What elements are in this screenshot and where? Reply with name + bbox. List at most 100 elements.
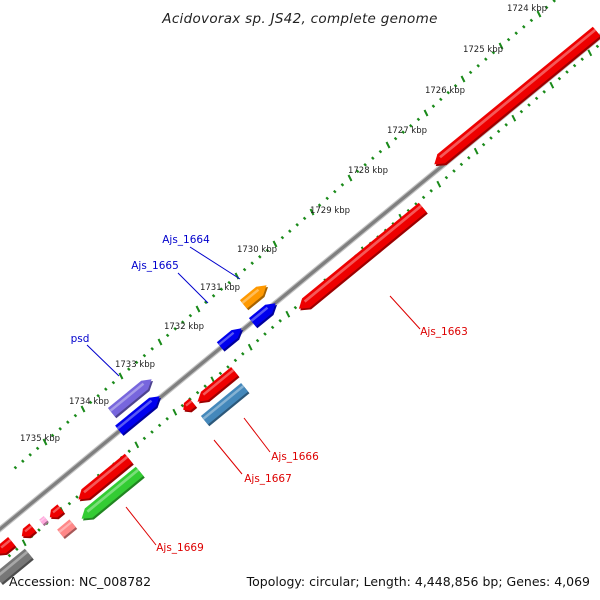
- inner-tick: [67, 501, 72, 506]
- outer-tick: [333, 189, 337, 194]
- tick-label: 1734 kbp: [69, 397, 109, 407]
- outer-tick: [460, 75, 466, 83]
- outer-tick: [58, 427, 62, 431]
- inner-tick: [195, 390, 200, 395]
- gene-feature-blue-small[interactable]: [216, 328, 243, 352]
- gene-feature-ajs-1663[interactable]: [298, 202, 428, 311]
- outer-tick: [340, 183, 345, 187]
- outer-tick: [35, 446, 40, 451]
- inner-tick: [489, 136, 493, 140]
- inner-tick: [557, 76, 562, 81]
- outer-tick: [250, 261, 254, 265]
- tick-label: 1727 kbp: [387, 126, 427, 136]
- outer-tick: [204, 300, 208, 305]
- tick-label: 1729 kbp: [310, 206, 350, 216]
- outer-tick: [165, 333, 170, 338]
- outer-tick: [506, 37, 511, 42]
- tick-label: 1728 kbp: [348, 166, 388, 176]
- gene-feature-ajs-1669[interactable]: [81, 466, 145, 521]
- gene-feature-red-edge[interactable]: [0, 537, 17, 556]
- inner-tick: [15, 547, 19, 551]
- inner-tick: [459, 162, 464, 167]
- outer-tick: [347, 174, 353, 182]
- outer-tick: [393, 136, 398, 141]
- gene-feature-ajs-1665[interactable]: [248, 303, 277, 329]
- inner-tick: [429, 189, 433, 193]
- outer-tick: [409, 124, 413, 128]
- gene-label[interactable]: psd: [71, 333, 90, 345]
- outer-tick: [453, 84, 458, 88]
- gene-feature-red-small-b[interactable]: [21, 523, 38, 539]
- gene-feature-grey[interactable]: [0, 548, 34, 585]
- gene-label[interactable]: Ajs_1665: [131, 260, 179, 272]
- inner-tick: [203, 384, 207, 388]
- tick-label-group: 1724 kbp 1725 kbp 1726 kbp 1727 kbp 1728 kbp…: [20, 4, 547, 444]
- outer-tick: [544, 5, 549, 10]
- tick-label: 1731 kbp: [200, 283, 240, 293]
- outer-tick: [385, 141, 391, 149]
- outer-tick: [173, 327, 177, 331]
- inner-tick: [165, 417, 169, 421]
- gene-label[interactable]: Ajs_1663: [420, 326, 468, 338]
- gene-feature-ajs-1664[interactable]: [239, 285, 268, 311]
- gene-label[interactable]: Ajs_1667: [244, 473, 292, 485]
- outer-tick: [111, 380, 116, 385]
- inner-tick: [218, 371, 223, 376]
- inner-tick: [255, 338, 260, 343]
- outer-tick: [265, 248, 270, 253]
- gene-feature-red-tiny[interactable]: [183, 398, 198, 413]
- outer-tick: [498, 42, 504, 50]
- inner-tick: [421, 195, 426, 200]
- tick-label: 1725 kbp: [463, 45, 503, 55]
- outer-tick: [211, 294, 216, 298]
- inner-tick: [37, 528, 41, 532]
- inner-tick: [527, 103, 531, 107]
- gene-feature-ajs-1666[interactable]: [200, 383, 250, 427]
- leader-line: [189, 246, 241, 280]
- gene-feature-pink[interactable]: [57, 519, 78, 539]
- outer-tick: [371, 156, 375, 160]
- outer-tick: [416, 117, 421, 122]
- outer-tick: [280, 235, 285, 240]
- outer-tick: [325, 196, 329, 201]
- gene-feature-blue-psd[interactable]: [115, 396, 161, 436]
- outer-tick: [73, 413, 78, 418]
- outer-tick: [468, 70, 473, 75]
- tick-label: 1730 kbp: [237, 245, 277, 255]
- outer-tick: [529, 18, 534, 23]
- inner-tick: [134, 441, 140, 449]
- outer-tick: [157, 338, 163, 346]
- inner-tick: [285, 310, 291, 318]
- gene-label[interactable]: Ajs_1669: [156, 542, 204, 554]
- gene-feature-red-mid[interactable]: [78, 453, 134, 502]
- outer-tick: [142, 353, 147, 358]
- inner-tick: [226, 365, 230, 369]
- gene-feature-ajs-1667[interactable]: [197, 367, 240, 404]
- outer-tick: [188, 313, 193, 318]
- inner-tick: [504, 123, 508, 127]
- outer-tick: [42, 438, 48, 446]
- inner-tick: [549, 81, 555, 89]
- gene-feature-top-red[interactable]: [434, 26, 600, 167]
- inner-tick: [519, 109, 524, 114]
- map-title: Acidovorax sp. JS42, complete genome: [161, 11, 437, 27]
- inner-tick: [580, 57, 584, 61]
- outer-tick: [80, 405, 86, 413]
- gene-feature-psd[interactable]: [107, 379, 153, 419]
- outer-tick: [118, 372, 124, 380]
- tick-label: 1735 kbp: [20, 434, 60, 444]
- gene-feature-pink-tiny[interactable]: [39, 516, 49, 527]
- gene-label[interactable]: Ajs_1664: [162, 234, 210, 246]
- outer-tick: [401, 130, 405, 134]
- inner-tick: [444, 175, 449, 180]
- gene-label[interactable]: Ajs_1666: [271, 451, 319, 463]
- leader-line: [213, 439, 243, 475]
- inner-tick: [481, 142, 486, 147]
- outer-tick: [302, 216, 307, 221]
- outer-tick: [134, 360, 139, 365]
- outer-tick: [355, 169, 360, 174]
- gene-feature-red-small-a[interactable]: [49, 504, 66, 520]
- outer-tick: [484, 57, 488, 61]
- leader-line: [389, 295, 421, 330]
